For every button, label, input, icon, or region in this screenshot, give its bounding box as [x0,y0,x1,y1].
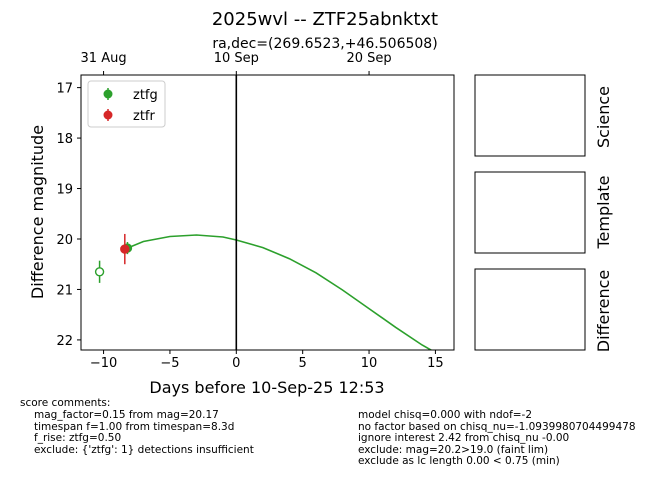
y-tick-label: 20 [56,233,73,248]
data-point-ztfr [120,244,130,254]
y-tick-label: 17 [56,82,73,97]
legend-marker-ztfg [103,89,113,99]
legend-label-ztfg: ztfg [133,88,158,103]
score-comments-right: model chisq=0.000 with ndof=-2 no factor… [358,410,650,468]
y-axis-label: Difference magnitude [28,125,47,299]
comment-line: mag_factor=0.15 from mag=20.17 [34,409,219,421]
data-point-ztfg [94,267,105,277]
template-label: Template [594,175,613,249]
model-curve-line [124,234,433,350]
x-tick-label: 15 [427,356,444,371]
science-panel [474,74,586,157]
legend-item-ztfr: ztfr [103,109,155,124]
plot-frame [80,74,455,351]
difference-label: Difference [594,270,613,352]
chart-subtitle: ra,dec=(269.6523,+46.506508) [212,36,437,52]
legend-item-ztfg: ztfg [103,88,158,103]
y-tick-label: 22 [56,334,73,349]
legend-marker-ztfr [103,110,113,120]
x-tick-label: −10 [90,356,117,371]
score-comments-title: score comments: [20,397,111,409]
chart-title: 2025wvl -- ZTF25abnktxt [212,9,438,30]
x-tick-label: 10 [361,356,378,371]
comment-line: model chisq=0.000 with ndof=-2 [358,410,533,421]
comment-line: ignore interest 2.42 from chisq_nu -0.00 [358,432,570,445]
score-comments-left: mag_factor=0.15 from mag=20.17 timespan … [34,409,254,456]
comment-line: exclude: {'ztfg': 1} detections insuffic… [34,443,254,456]
x-tick-label: −5 [160,356,179,371]
top-tick-label: 10 Sep [214,51,259,66]
x-tick-label: 5 [299,356,307,371]
comment-line: exclude as lc length 0.00 < 0.75 (min) [358,455,560,468]
legend: ztfg ztfr [87,80,166,128]
comment-line: exclude: mag=20.2>19.0 (faint lim) [358,443,549,456]
legend-label-ztfr: ztfr [133,109,155,124]
y-tick-label: 19 [56,183,73,198]
comment-line: no factor based on chisq_nu=-1.093998070… [358,420,636,433]
template-panel [474,171,586,254]
y-tick-label: 18 [56,132,73,147]
comment-line: timespan f=1.00 from timespan=8.3d [34,420,235,433]
y-tick-label: 21 [56,283,73,298]
difference-panel [474,268,586,351]
comment-line: f_rise: ztfg=0.50 [34,432,122,445]
plot-area [94,75,433,350]
top-tick-label: 20 Sep [346,51,391,66]
x-tick-label: 0 [232,356,240,371]
science-label: Science [594,86,613,148]
x-axis-label: Days before 10-Sep-25 12:53 [149,378,384,397]
top-tick-label: 31 Aug [81,51,127,66]
